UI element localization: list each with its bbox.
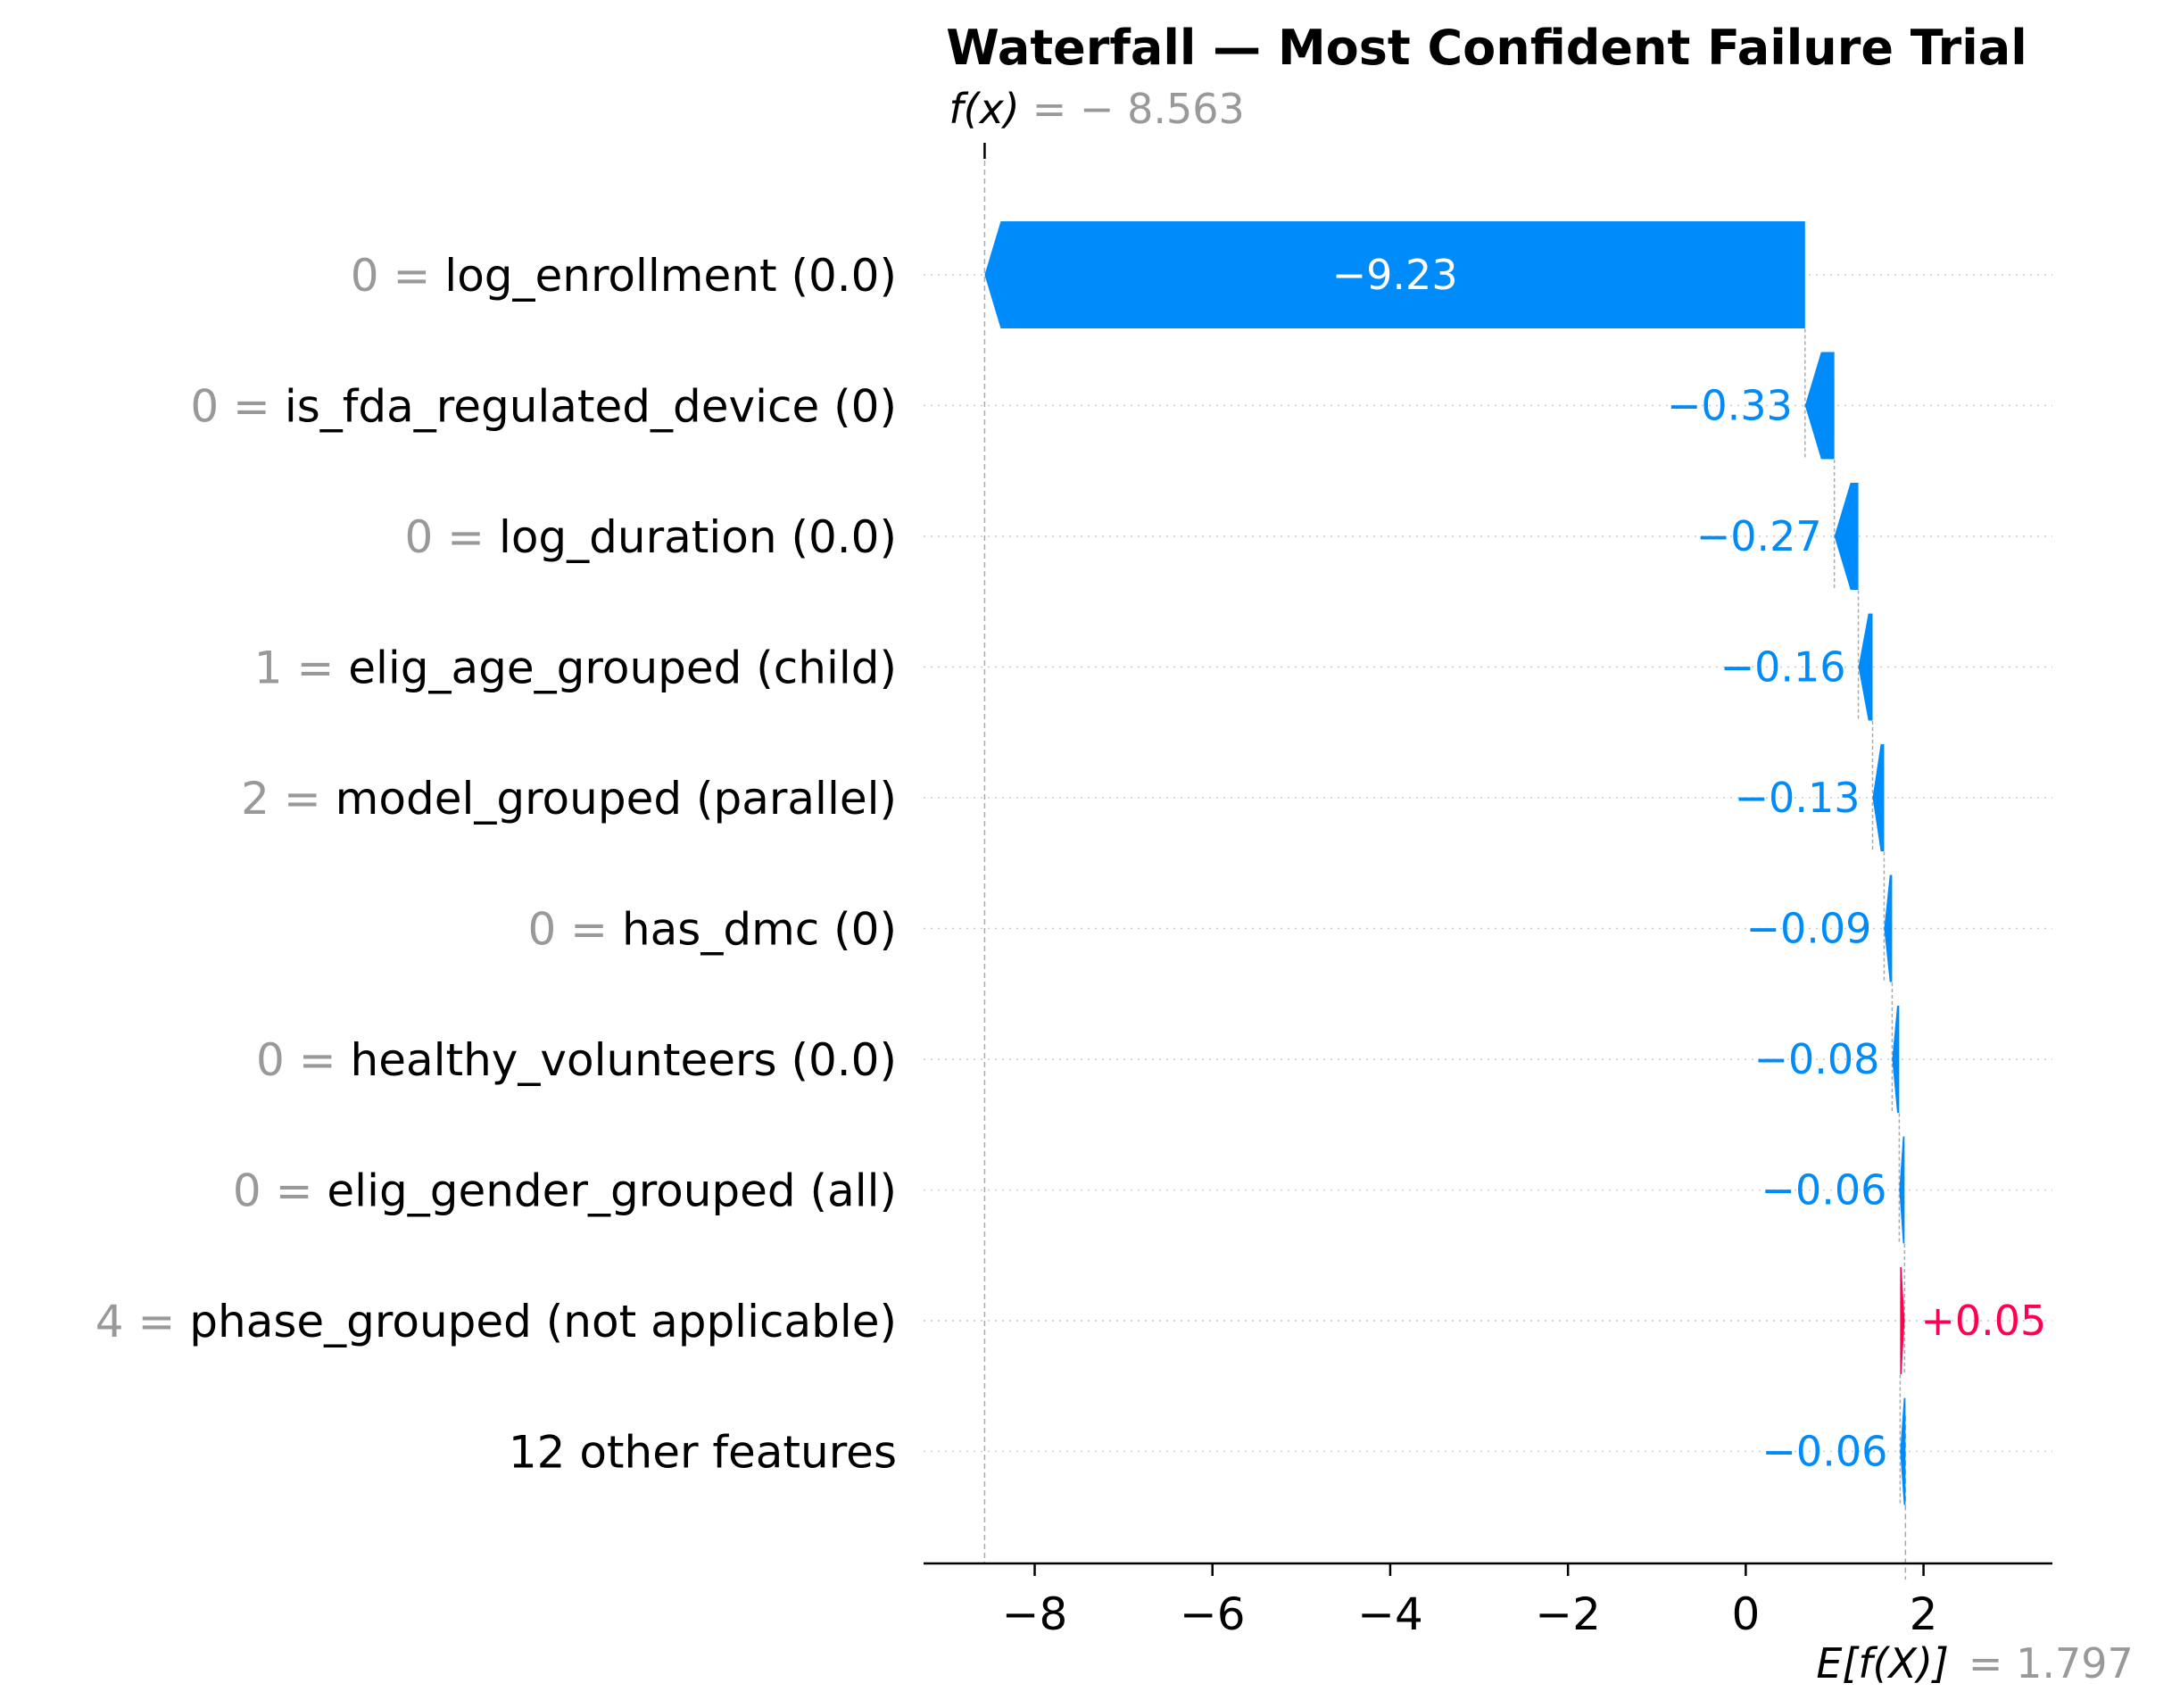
bar-5	[1884, 875, 1893, 983]
x-tick-label: 2	[1910, 1588, 1938, 1640]
feature-label: 0 = has_dmc (0)	[527, 904, 897, 956]
feature-name: is_fda_regulated_device (0)	[285, 381, 897, 433]
bar-3	[1858, 613, 1873, 721]
bar-value-label: −9.23	[1332, 251, 1458, 299]
bar-9	[1900, 1397, 1906, 1505]
bar-2	[1834, 483, 1859, 590]
feature-name: elig_age_grouped (child)	[348, 643, 897, 694]
base-label-text: E[f(X)]	[1816, 1639, 1949, 1687]
bar-value-label: −0.27	[1696, 512, 1822, 560]
feature-name: log_enrollment (0.0)	[444, 250, 897, 302]
bar-value-label: −0.09	[1745, 905, 1871, 953]
chart-title: Waterfall — Most Confident Failure Trial	[946, 20, 2027, 76]
fx-label-text: f(x)	[949, 85, 1019, 133]
feature-label: 1 = elig_age_grouped (child)	[254, 643, 897, 694]
feature-name: log_duration (0.0)	[499, 511, 897, 563]
bar-8	[1900, 1267, 1905, 1374]
feature-name: phase_grouped (not applicable)	[189, 1296, 897, 1347]
feature-name: healthy_volunteers (0.0)	[351, 1034, 897, 1086]
bar-value-label: −0.06	[1761, 1166, 1886, 1215]
feature-value: 2 =	[241, 773, 336, 825]
feature-value: 0 =	[190, 381, 285, 433]
feature-value: 0 =	[233, 1165, 327, 1217]
feature-name: model_grouped (parallel)	[336, 773, 897, 825]
feature-value: 0 =	[404, 511, 499, 563]
x-tick-label: 0	[1731, 1588, 1760, 1640]
bar-0	[984, 221, 1805, 328]
base-value-text: = 1.797	[1969, 1639, 2134, 1687]
bar-value-label: −0.33	[1667, 382, 1793, 430]
feature-value: 4 =	[95, 1296, 190, 1347]
feature-label: 0 = healthy_volunteers (0.0)	[256, 1034, 897, 1086]
feature-label: 4 = phase_grouped (not applicable)	[95, 1296, 897, 1347]
bar-value-label: −0.06	[1761, 1428, 1887, 1476]
feature-name: has_dmc (0)	[622, 904, 897, 956]
fx-annotation: f(x) = − 8.563	[949, 85, 1244, 133]
bar-value-label: +0.05	[1920, 1297, 2046, 1345]
bar-7	[1899, 1136, 1905, 1244]
bar-value-label: −0.16	[1720, 643, 1846, 692]
base-annotation: E[f(X)] = 1.797	[1816, 1639, 2133, 1687]
x-tick-label: −4	[1357, 1588, 1423, 1640]
bar-value-label: −0.13	[1735, 774, 1861, 822]
bar-4	[1872, 744, 1885, 851]
bar-value-label: −0.08	[1753, 1035, 1879, 1083]
x-tick-label: −8	[1002, 1588, 1068, 1640]
feature-label: 2 = model_grouped (parallel)	[241, 773, 897, 825]
x-tick-label: −6	[1180, 1588, 1246, 1640]
bar-6	[1892, 1006, 1900, 1113]
feature-label: 0 = elig_gender_grouped (all)	[233, 1165, 897, 1217]
bar-1	[1804, 352, 1835, 460]
fx-value-text: = − 8.563	[1032, 85, 1245, 133]
feature-label: 12 other features	[509, 1427, 897, 1479]
feature-value: 1 =	[254, 643, 349, 694]
feature-value: 0 =	[527, 904, 622, 956]
feature-label: 0 = is_fda_regulated_device (0)	[190, 381, 897, 433]
feature-name: 12 other features	[509, 1427, 897, 1479]
feature-label: 0 = log_duration (0.0)	[404, 511, 897, 563]
feature-name: elig_gender_grouped (all)	[327, 1165, 897, 1217]
feature-value: 0 =	[351, 250, 445, 302]
x-tick-label: −2	[1535, 1588, 1601, 1640]
feature-label: 0 = log_enrollment (0.0)	[351, 250, 897, 302]
feature-value: 0 =	[256, 1034, 351, 1086]
